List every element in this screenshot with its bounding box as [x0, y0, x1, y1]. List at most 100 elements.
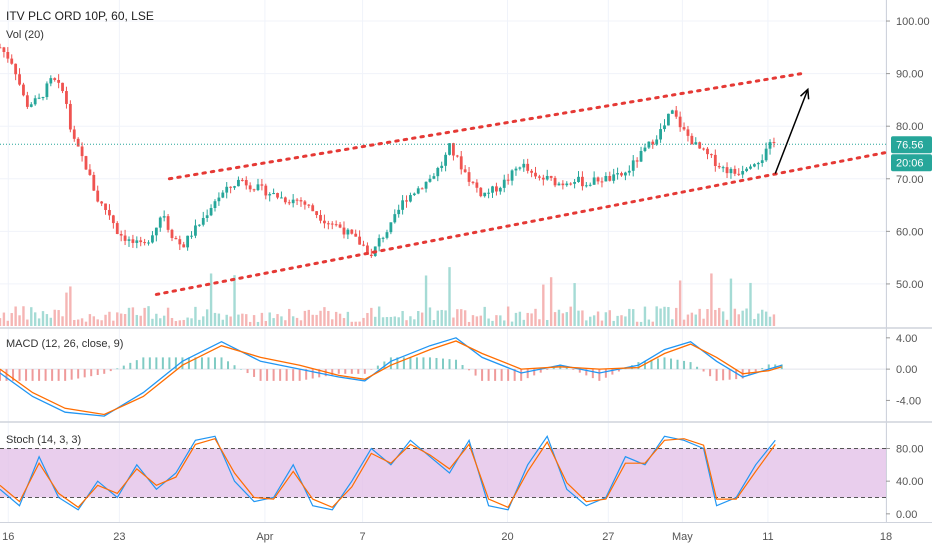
candle-body	[522, 163, 526, 168]
volume-bar	[753, 318, 756, 326]
volume-bar	[604, 312, 608, 326]
candle-body	[303, 201, 307, 205]
candle-body	[100, 201, 104, 204]
candle-body	[111, 215, 115, 224]
volume-bar	[374, 316, 377, 326]
volume-bar	[553, 312, 557, 326]
candle-body	[764, 148, 768, 161]
volume-bar	[10, 313, 13, 326]
candle-body	[104, 203, 107, 210]
volume-bar	[131, 307, 135, 326]
macd-signal-line	[0, 340, 782, 416]
macd-hist-bar	[116, 368, 119, 370]
volume-bar	[73, 319, 76, 326]
volume-bar	[354, 321, 357, 326]
macd-label: MACD (12, 26, close, 9)	[6, 338, 123, 350]
candle-body	[119, 233, 123, 236]
price-scale[interactable]: 100.00 90.00 80.00 70.00 60.00 50.00 4.00 0.00 -…	[886, 16, 930, 521]
candle-body	[514, 168, 518, 171]
candle-body	[483, 192, 487, 197]
candle-body	[41, 97, 45, 99]
macd-hist-bar	[415, 357, 418, 370]
volume-bar	[69, 286, 72, 326]
macd-hist-bar	[578, 369, 581, 373]
candle-body	[264, 185, 268, 196]
volume-bar	[448, 267, 451, 326]
candle-body	[698, 142, 702, 149]
volume-bar	[655, 306, 658, 326]
scale-label: 0.00	[896, 509, 917, 521]
volume-bar	[205, 309, 209, 326]
candle-body	[682, 127, 686, 130]
macd-hist-bar	[90, 369, 93, 377]
arrow-shaft[interactable]	[774, 89, 809, 174]
candle-body	[194, 225, 197, 236]
candle-body	[678, 116, 682, 128]
time-scale[interactable]: 16 23 Apr 7 20 27 May 11 18	[2, 531, 892, 543]
volume-bar	[315, 314, 318, 326]
arrow-head[interactable]	[800, 87, 810, 100]
volume-bar	[237, 314, 240, 326]
candle-body	[135, 240, 139, 243]
volume-bar	[506, 306, 510, 326]
macd-hist-bar	[630, 365, 633, 370]
macd-hist-bar	[598, 369, 601, 381]
candle-body	[428, 178, 432, 182]
volume-bar	[14, 306, 17, 326]
candle-body	[772, 142, 776, 144]
volume-bar	[608, 310, 611, 326]
volume-bar	[37, 318, 41, 326]
candle-body	[491, 186, 494, 193]
volume-bar	[428, 307, 432, 326]
candle-body	[706, 148, 709, 155]
scale-label: 60.00	[896, 226, 924, 238]
macd-hist-bar	[761, 367, 764, 370]
macd-hist-bar	[240, 369, 243, 370]
volume-bar	[30, 307, 33, 326]
channel-trend-lines[interactable]	[154, 72, 888, 296]
macd-hist-bar	[513, 369, 516, 381]
candle-body	[233, 186, 236, 188]
trend-line-lower[interactable]	[154, 150, 888, 296]
volume-bar	[2, 312, 6, 326]
price-pane[interactable]	[0, 43, 888, 326]
candle-body	[670, 110, 674, 114]
candle-body	[702, 148, 705, 150]
volume-bar	[370, 307, 373, 326]
macd-hist-bar	[187, 357, 190, 370]
macd-pane[interactable]	[0, 337, 886, 417]
candle-body	[154, 227, 158, 236]
candle-body	[366, 245, 369, 255]
projection-arrow[interactable]	[774, 87, 810, 174]
candle-body	[737, 173, 741, 175]
volume-bar	[475, 316, 479, 326]
candle-body	[534, 172, 537, 177]
candle-body	[604, 175, 608, 182]
stoch-pane[interactable]	[0, 435, 886, 511]
volume-bar	[682, 319, 686, 326]
candle-body	[624, 172, 627, 176]
candle-body	[401, 200, 405, 210]
volume-bar	[471, 315, 475, 326]
volume-bar	[252, 315, 256, 326]
volume-bar	[116, 312, 119, 326]
macd-hist-bar	[331, 369, 334, 375]
volume-bar	[444, 310, 447, 326]
candle-body	[205, 215, 209, 218]
macd-hist-bar	[194, 357, 197, 370]
volume-bar	[557, 309, 561, 326]
candle-body	[412, 193, 416, 196]
scale-label: 4.00	[896, 333, 917, 345]
candle-body	[741, 171, 745, 175]
volume-bar	[565, 312, 568, 326]
macd-hist-bar	[259, 369, 262, 381]
volume-bar	[737, 314, 740, 326]
volume-bar	[159, 318, 162, 326]
volume-bar	[182, 319, 185, 326]
candle-body	[174, 238, 178, 240]
candle-body	[6, 52, 10, 59]
volume-bar	[151, 318, 154, 326]
macd-hist-bar	[422, 357, 425, 370]
macd-hist-bar	[617, 369, 620, 372]
volume-bar	[209, 273, 213, 326]
